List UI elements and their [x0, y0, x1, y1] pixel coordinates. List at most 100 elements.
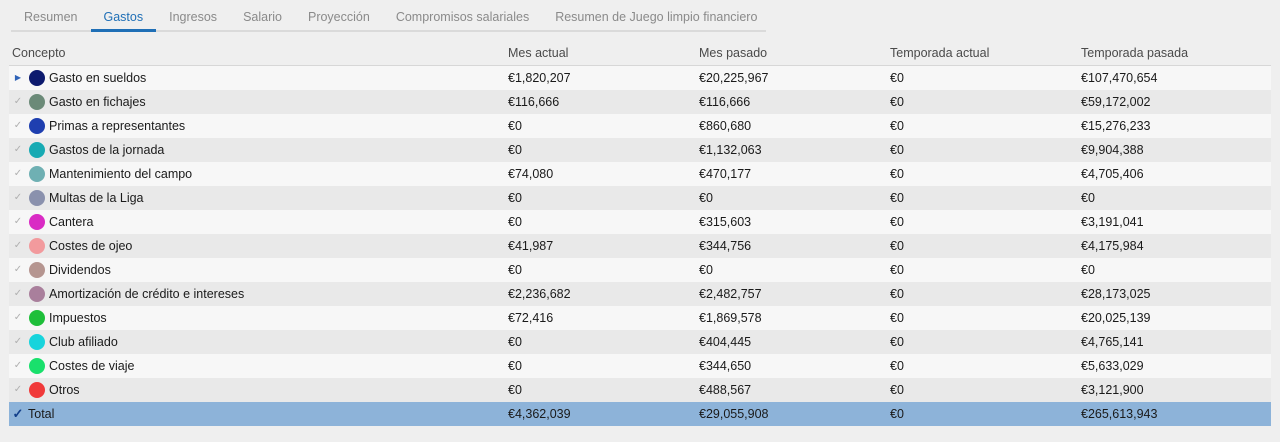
cell-temporada-actual: €0 [890, 95, 904, 109]
color-swatch-icon [29, 190, 45, 206]
cell-temporada-actual: €0 [890, 311, 904, 325]
cell-mes-actual: €0 [508, 215, 522, 229]
cell-mes-pasado: €404,445 [699, 335, 752, 349]
tab-resumen[interactable]: Resumen [24, 10, 78, 24]
cell-temporada-actual: €0 [890, 215, 904, 229]
check-icon[interactable]: ✓ [13, 120, 23, 131]
table-row[interactable]: ✓ Multas de la Liga €0 €0 €0 €0 [9, 186, 1271, 210]
column-header-temporada-pasada[interactable]: Temporada pasada [1081, 46, 1189, 60]
cell-temporada-actual: €0 [890, 287, 904, 301]
cell-mes-pasado: €1,869,578 [699, 311, 762, 325]
tab-compromisos-salariales[interactable]: Compromisos salariales [395, 10, 530, 24]
cell-temporada-actual: €0 [890, 119, 904, 133]
table-row[interactable]: ✓ Amortización de crédito e intereses €2,2… [9, 282, 1271, 306]
cell-mes-pasado: €488,567 [699, 383, 752, 397]
check-icon[interactable]: ✓ [13, 144, 23, 155]
cell-temporada-pasada: €0 [1081, 263, 1095, 277]
cell-temporada-pasada: €5,633,029 [1081, 359, 1144, 373]
table-row[interactable]: ✓ Mantenimiento del campo €74,080 €470,177 €… [9, 162, 1271, 186]
cell-mes-actual: €0 [508, 263, 522, 277]
table-row[interactable]: ✓ Primas a representantes €0 €860,680 €0 €15,… [9, 114, 1271, 138]
color-swatch-icon [29, 142, 45, 158]
total-temporada-pasada: €265,613,943 [1081, 407, 1158, 421]
check-icon[interactable]: ✓ [13, 264, 23, 275]
cell-mes-actual: €0 [508, 119, 522, 133]
concept-label: Primas a representantes [49, 119, 186, 133]
total-mes-pasado: €29,055,908 [699, 407, 769, 421]
color-swatch-icon [29, 94, 45, 110]
concept-label: Cantera [49, 215, 94, 229]
table-row[interactable]: ✓ Impuestos €72,416 €1,869,578 €0 €20,025,139 [9, 306, 1271, 330]
cell-temporada-pasada: €4,175,984 [1081, 239, 1144, 253]
check-icon[interactable]: ✓ [13, 336, 23, 347]
concept-label: Amortización de crédito e intereses [49, 287, 245, 301]
check-icon[interactable]: ✓ [12, 406, 24, 421]
column-header-temporada-actual[interactable]: Temporada actual [890, 46, 990, 60]
table-row[interactable]: ✓ Gastos de la jornada €0 €1,132,063 €0 €9,90… [9, 138, 1271, 162]
table-row[interactable]: ✓ Otros €0 €488,567 €0 €3,121,900 [9, 378, 1271, 402]
table-row[interactable]: ✓ Costes de viaje €0 €344,650 €0 €5,633,029 [9, 354, 1271, 378]
table-row[interactable]: ▶ Gasto en sueldos €1,820,207 €20,225,967 €0… [9, 66, 1271, 90]
concept-label: Otros [49, 383, 80, 397]
cell-temporada-actual: €0 [890, 71, 904, 85]
color-swatch-icon [29, 358, 45, 374]
cell-temporada-pasada: €3,191,041 [1081, 215, 1144, 229]
check-icon[interactable]: ✓ [13, 168, 23, 179]
cell-temporada-pasada: €0 [1081, 191, 1095, 205]
column-header-mes-pasado[interactable]: Mes pasado [699, 46, 768, 60]
concept-label: Club afiliado [49, 335, 118, 349]
total-label: Total [28, 407, 55, 421]
check-icon[interactable]: ✓ [13, 96, 23, 107]
tab-proyección[interactable]: Proyección [307, 10, 370, 24]
cell-temporada-actual: €0 [890, 239, 904, 253]
color-swatch-icon [29, 382, 45, 398]
cell-mes-pasado: €344,756 [699, 239, 752, 253]
cell-temporada-pasada: €107,470,654 [1081, 71, 1158, 85]
cell-temporada-pasada: €4,765,141 [1081, 335, 1144, 349]
cell-temporada-actual: €0 [890, 167, 904, 181]
cell-temporada-pasada: €4,705,406 [1081, 167, 1144, 181]
color-swatch-icon [29, 238, 45, 254]
check-icon[interactable]: ✓ [13, 216, 23, 227]
cell-mes-pasado: €0 [699, 191, 713, 205]
check-icon[interactable]: ✓ [13, 240, 23, 251]
check-icon[interactable]: ✓ [13, 384, 23, 395]
cell-mes-actual: €0 [508, 191, 522, 205]
color-swatch-icon [29, 334, 45, 350]
check-icon[interactable]: ✓ [13, 192, 23, 203]
check-icon[interactable]: ✓ [13, 288, 23, 299]
tab-ingresos[interactable]: Ingresos [169, 10, 218, 24]
table-row[interactable]: ✓ Club afiliado €0 €404,445 €0 €4,765,141 [9, 330, 1271, 354]
expand-arrow-icon[interactable]: ▶ [14, 73, 22, 82]
column-header-mes-actual[interactable]: Mes actual [508, 46, 569, 60]
table-row[interactable]: ✓ Cantera €0 €315,603 €0 €3,191,041 [9, 210, 1271, 234]
tab-bar: Resumen Gastos Ingresos Salario Proyección Co… [11, 6, 766, 32]
tab-gastos[interactable]: Gastos [90, 6, 157, 32]
table-row[interactable]: ✓ Dividendos €0 €0 €0 €0 [9, 258, 1271, 282]
tab-resumen-de-juego-limpio-financiero[interactable]: Resumen de Juego limpio financiero [555, 10, 758, 24]
concept-label: Multas de la Liga [49, 191, 144, 205]
cell-temporada-actual: €0 [890, 191, 904, 205]
cell-temporada-actual: €0 [890, 359, 904, 373]
concept-label: Mantenimiento del campo [49, 167, 193, 181]
table-header: Concepto Mes actual Mes pasado Temporada… [9, 42, 1271, 66]
table-row[interactable]: ✓ Gasto en fichajes €116,666 €116,666 €0 €59,… [9, 90, 1271, 114]
cell-mes-pasado: €0 [699, 263, 713, 277]
column-header-concepto[interactable]: Concepto [12, 46, 66, 60]
tab-salario[interactable]: Salario [243, 10, 282, 24]
table-row[interactable]: ✓ Costes de ojeo €41,987 €344,756 €0 €4,175,9… [9, 234, 1271, 258]
cell-temporada-pasada: €28,173,025 [1081, 287, 1151, 301]
check-icon[interactable]: ✓ [13, 312, 23, 323]
color-swatch-icon [29, 310, 45, 326]
cell-mes-actual: €72,416 [508, 311, 554, 325]
cell-temporada-pasada: €3,121,900 [1081, 383, 1144, 397]
color-swatch-icon [29, 214, 45, 230]
concept-label: Impuestos [49, 311, 107, 325]
color-swatch-icon [29, 70, 45, 86]
expenses-table: Concepto Mes actual Mes pasado Temporada… [9, 42, 1271, 426]
color-swatch-icon [29, 286, 45, 302]
cell-temporada-pasada: €9,904,388 [1081, 143, 1144, 157]
cell-temporada-actual: €0 [890, 263, 904, 277]
check-icon[interactable]: ✓ [13, 360, 23, 371]
cell-temporada-pasada: €15,276,233 [1081, 119, 1151, 133]
